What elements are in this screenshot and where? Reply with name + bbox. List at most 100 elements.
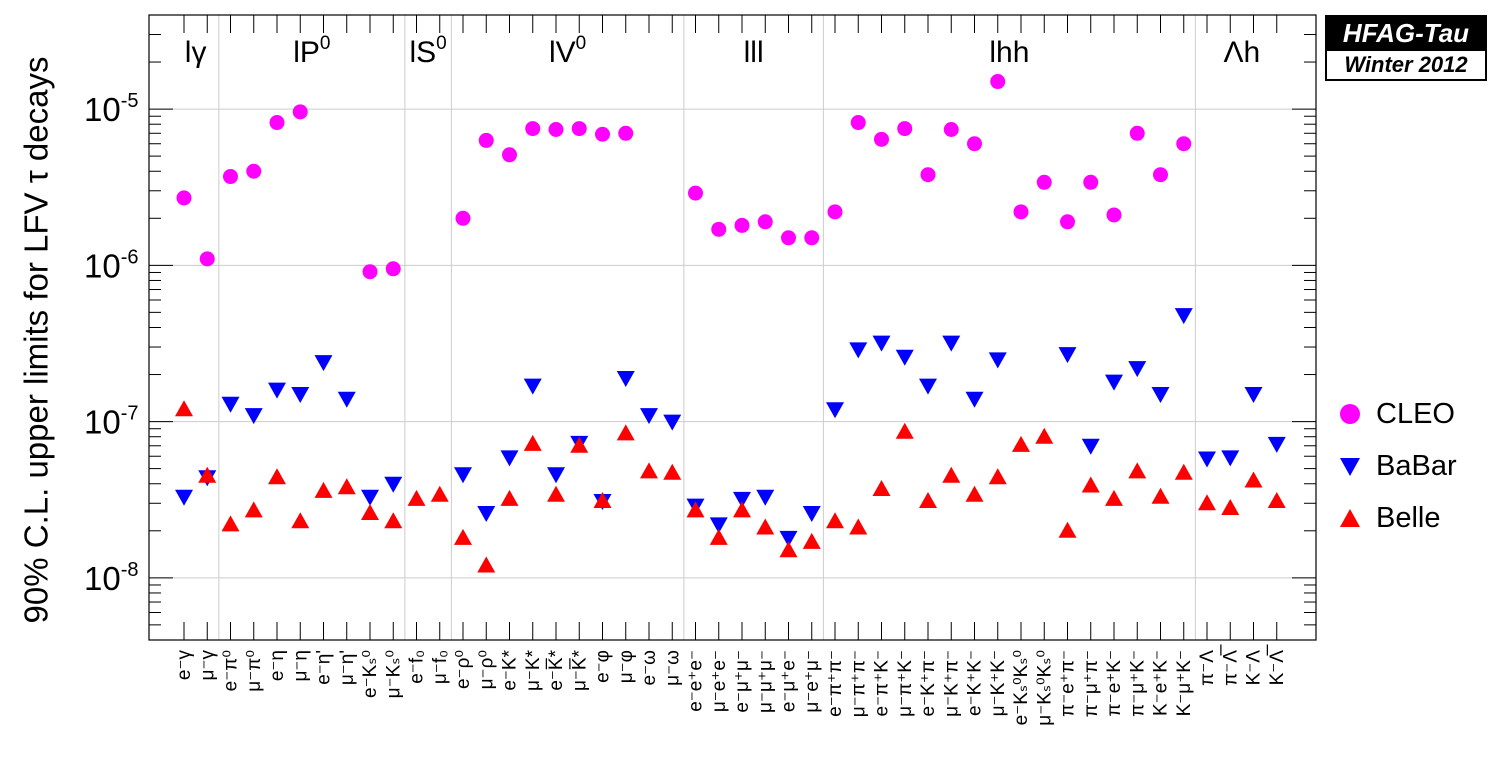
babar-point (919, 378, 937, 395)
cleo-point (688, 185, 703, 201)
x-tick-label: e⁻η (267, 650, 288, 681)
x-tick-label: μ⁻e⁺μ⁻ (802, 650, 823, 713)
babar-point (1221, 450, 1240, 467)
belle-point (337, 478, 356, 495)
group-label: lS0 (409, 33, 446, 69)
belle-point (1035, 427, 1054, 444)
x-tick-label: e⁻ρ⁰ (453, 650, 474, 689)
babar-point (616, 371, 635, 388)
cleo-point (827, 204, 843, 220)
x-tick-label: π⁻Λ (1197, 650, 1218, 686)
cleo-point (1129, 125, 1145, 141)
x-tick-label: e⁻π⁺π⁻ (825, 650, 846, 717)
x-tick-label: μ⁻η' (337, 650, 358, 685)
belle-point (802, 532, 821, 549)
belle-point (965, 485, 984, 502)
group-label: lhh (989, 36, 1029, 69)
belle-point (756, 518, 775, 535)
cleo-point (548, 122, 564, 138)
cleo-point (478, 132, 494, 148)
cleo-point (595, 126, 610, 142)
belle-point (895, 422, 914, 439)
x-tick-label: π⁻μ⁺K⁻ (1127, 650, 1148, 717)
belle-point (500, 489, 519, 506)
x-tick-label: μ⁻f₀ (430, 650, 451, 684)
belle-point (1151, 487, 1170, 504)
babar-point (268, 382, 286, 399)
babar-point (175, 489, 193, 506)
legend-marker-cleo (1340, 404, 1360, 424)
belle-point (988, 468, 1007, 485)
x-tick-label: K⁻Λ̅ (1267, 644, 1288, 685)
babar-point (500, 450, 519, 467)
legend-item-cleo: CLEO (1330, 388, 1490, 440)
babar-point (1058, 347, 1077, 364)
group-label-main: lP (293, 36, 320, 69)
x-tick-labels: e⁻γ μ⁻γ e⁻π⁰ μ⁻π⁰ e⁻η μ⁻η e⁻η' μ⁻η' e⁻Kₛ⁰ μ⁻Kₛ⁰ e⁻… (174, 644, 1288, 726)
group-label-superscript: 0 (436, 33, 447, 54)
babar-point (849, 342, 868, 359)
y-tick-label: 10-7 (84, 403, 139, 441)
cleo-point (571, 121, 587, 137)
cleo-point (385, 261, 401, 277)
triangle-up-marker-icon (1340, 509, 1360, 527)
cleo-point (874, 131, 889, 147)
babar-point (942, 335, 961, 352)
y-tick-labels: 10-810-710-610-5 (84, 90, 139, 597)
group-label-main: lS (409, 36, 436, 69)
x-tick-label: e⁻e⁺e⁻ (686, 650, 707, 712)
babar-point (779, 530, 798, 547)
belle-point (942, 466, 961, 483)
x-tick-label: e⁻π⁰ (221, 650, 242, 691)
belle-point (1174, 463, 1193, 480)
cleo-point (711, 221, 727, 237)
babar-point (384, 476, 403, 493)
belle-point (361, 503, 379, 520)
babar-point (337, 391, 356, 408)
group-label-main: lhh (989, 36, 1029, 69)
x-tick-label: μ⁻ω (662, 650, 683, 686)
group-label: lll (744, 36, 764, 69)
x-tick-label: e⁻φ (593, 650, 614, 683)
x-tick-label: μ⁻π⁺K⁻ (895, 650, 916, 717)
belle-point (547, 485, 565, 502)
belle-point (663, 463, 682, 480)
legend-item-babar: BaBar (1330, 440, 1490, 492)
cleo-point (246, 163, 262, 179)
x-tick-label: μ⁻K̅* (569, 649, 590, 691)
belle-point (779, 541, 798, 558)
x-tick-label: μ⁻K⁺K⁻ (988, 650, 1009, 716)
belle-point (384, 512, 403, 529)
belle-point (268, 468, 286, 485)
babar-point (756, 489, 775, 506)
legend: CLEO BaBar Belle (1330, 388, 1490, 544)
x-tick-label: e⁻π⁺K⁻ (872, 650, 893, 716)
babar-point (361, 489, 379, 506)
cleo-point (990, 74, 1006, 90)
x-tick-label: π⁻μ⁺π⁻ (1081, 650, 1102, 717)
cleo-point (734, 217, 750, 233)
belle-point (849, 518, 868, 535)
belle-point (872, 480, 891, 497)
babar-point (221, 396, 240, 413)
babar-point (1267, 436, 1286, 453)
cleo-point (1106, 207, 1122, 223)
babar-point (1198, 451, 1216, 468)
cleo-point (943, 122, 959, 138)
y-tick-label: 10-8 (84, 559, 139, 597)
cleo-point (1083, 174, 1099, 190)
babar-point (895, 349, 914, 366)
group-label-main: Λh (1224, 36, 1261, 69)
x-tick-label: μ⁻π⁺π⁻ (848, 650, 869, 717)
cleo-point (850, 115, 866, 131)
legend-label-cleo: CLEO (1376, 397, 1455, 430)
cleo-point (525, 121, 541, 137)
babar-point (1128, 361, 1147, 378)
belle-point (593, 492, 612, 509)
x-tick-label: μ⁻γ (197, 650, 218, 681)
legend-marker-belle (1340, 509, 1360, 527)
cleo-point (199, 251, 215, 267)
belle-point (244, 501, 263, 518)
x-tick-label: μ⁻π⁰ (244, 650, 265, 692)
